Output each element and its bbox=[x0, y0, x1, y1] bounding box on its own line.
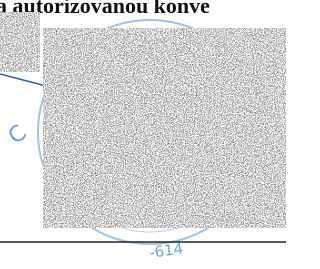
stamp-number: -614 bbox=[148, 239, 184, 262]
scan: a autorizovanou konve C -614 bbox=[0, 0, 286, 269]
stamp-letter: C bbox=[4, 121, 32, 150]
document-page: a autorizovanou konve C -614 bbox=[0, 0, 286, 269]
signature-line bbox=[0, 74, 46, 86]
redaction-patch bbox=[0, 12, 40, 72]
redaction-patch bbox=[43, 28, 286, 228]
